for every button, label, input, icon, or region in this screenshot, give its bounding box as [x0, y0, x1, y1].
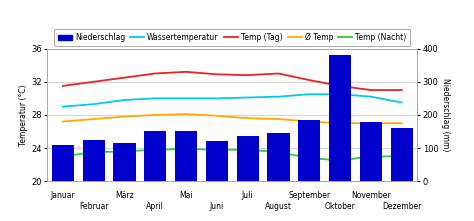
Text: Oktober: Oktober: [325, 202, 356, 211]
Bar: [206, 141, 228, 181]
Bar: [237, 136, 259, 181]
Text: Januar: Januar: [50, 191, 75, 200]
Text: März: März: [115, 191, 134, 200]
Text: Mai: Mai: [179, 191, 193, 200]
Text: September: September: [288, 191, 330, 200]
Bar: [113, 143, 136, 181]
Bar: [175, 131, 197, 181]
Bar: [82, 140, 105, 181]
Text: April: April: [146, 202, 164, 211]
Y-axis label: Niederschlag (mm): Niederschlag (mm): [441, 78, 450, 152]
Bar: [267, 133, 290, 181]
Text: November: November: [351, 191, 391, 200]
Text: Februar: Februar: [79, 202, 109, 211]
Text: Juli: Juli: [242, 191, 254, 200]
Bar: [329, 55, 351, 181]
Text: Juni: Juni: [210, 202, 224, 211]
Legend: Niederschlag, Wassertemperatur, Temp (Tag), Ø Temp, Temp (Nacht): Niederschlag, Wassertemperatur, Temp (Ta…: [54, 29, 410, 46]
Bar: [360, 122, 382, 181]
Y-axis label: Temperatur (°C): Temperatur (°C): [19, 84, 28, 146]
Text: Dezember: Dezember: [382, 202, 421, 211]
Bar: [298, 120, 320, 181]
Text: August: August: [265, 202, 292, 211]
Bar: [144, 131, 166, 181]
Bar: [52, 145, 74, 181]
Bar: [391, 128, 413, 181]
